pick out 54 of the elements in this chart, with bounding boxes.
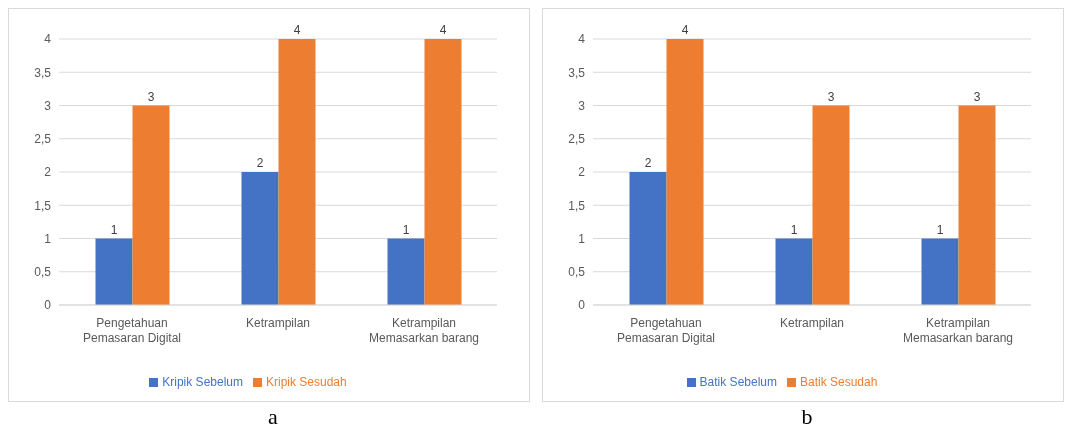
data-label: 4 xyxy=(293,23,301,37)
bar xyxy=(629,172,667,305)
data-label: 1 xyxy=(790,222,798,237)
x-tick-label: Ketrampilan Memasarkan barang xyxy=(368,316,480,345)
data-label: 3 xyxy=(147,89,155,104)
data-label: 4 xyxy=(681,23,689,37)
y-tick-label: 3,5 xyxy=(568,65,586,80)
y-tick-label: 2 xyxy=(44,165,52,180)
y-tick-label: 0 xyxy=(578,298,586,313)
data-label: 3 xyxy=(973,89,981,104)
y-tick-label: 3,5 xyxy=(34,65,52,80)
bar xyxy=(95,238,133,305)
y-tick-label: 1 xyxy=(578,231,586,246)
text: b xyxy=(800,404,814,430)
bar xyxy=(812,105,850,305)
y-tick-label: 2,5 xyxy=(34,132,52,147)
legend-label: Kripik Sebelum xyxy=(162,375,243,389)
data-label: 2 xyxy=(644,156,652,170)
y-tick-label: 0,5 xyxy=(568,265,586,280)
bar xyxy=(387,238,425,305)
bar xyxy=(278,39,316,305)
bar xyxy=(958,105,996,305)
text: a xyxy=(267,404,279,430)
bar xyxy=(132,105,170,305)
y-tick-label: 1,5 xyxy=(34,198,52,213)
data-label: 3 xyxy=(827,89,835,104)
y-tick-label: 3 xyxy=(44,98,52,113)
data-label: 4 xyxy=(439,23,447,37)
x-tick-label: Pengetahuan Pemasaran Digital xyxy=(616,316,716,345)
bar xyxy=(424,39,462,305)
legend-label: Batik Sebelum xyxy=(699,375,777,389)
y-tick-label: 4 xyxy=(44,32,52,47)
x-tick-label: Pengetahuan Pemasaran Digital xyxy=(82,316,182,345)
data-label: 1 xyxy=(402,222,410,237)
y-tick-label: 3 xyxy=(578,98,586,113)
y-tick-label: 1,5 xyxy=(568,198,586,213)
y-tick-label: 4 xyxy=(578,32,586,47)
data-label: 1 xyxy=(936,222,944,237)
x-tick-label: Ketrampilan Memasarkan barang xyxy=(902,316,1014,345)
legend-label: Batik Sesudah xyxy=(799,375,878,389)
x-tick-label: Ketrampilan xyxy=(245,316,311,330)
data-label: 1 xyxy=(110,222,118,237)
bar xyxy=(666,39,704,305)
legend-label: Kripik Sesudah xyxy=(265,375,347,389)
y-tick-label: 2 xyxy=(578,165,586,180)
y-tick-label: 1 xyxy=(44,231,52,246)
y-tick-label: 0 xyxy=(44,298,52,313)
data-label: 2 xyxy=(256,156,264,170)
bar xyxy=(775,238,813,305)
y-tick-label: 0,5 xyxy=(34,265,52,280)
bar xyxy=(921,238,959,305)
y-tick-label: 2,5 xyxy=(568,132,586,147)
bar xyxy=(241,172,279,305)
x-tick-label: Ketrampilan xyxy=(779,316,845,330)
